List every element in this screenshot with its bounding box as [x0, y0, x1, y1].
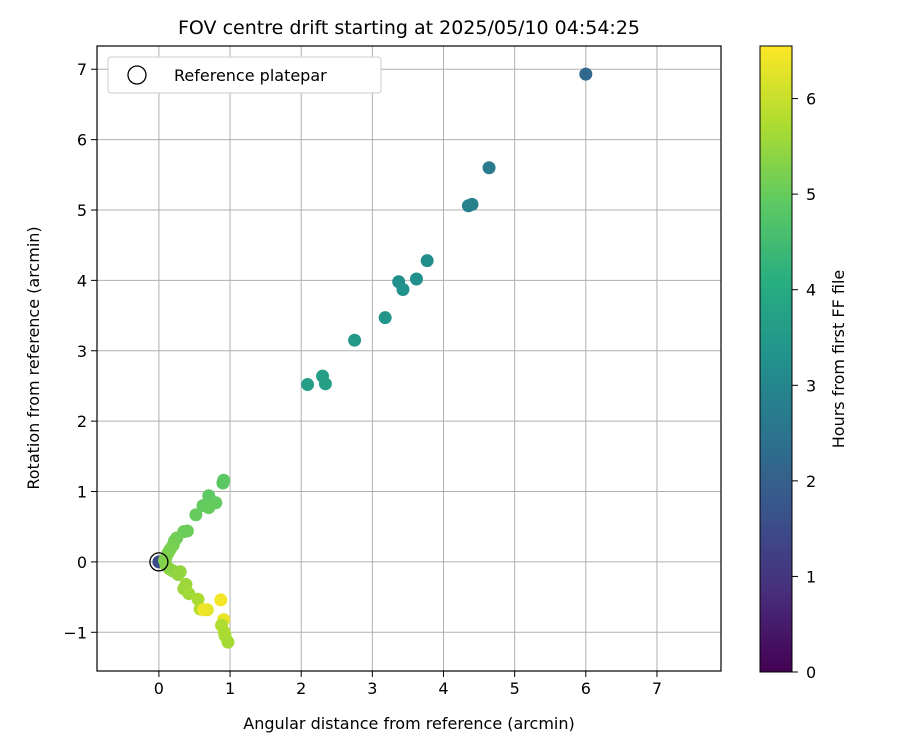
x-tick-label: 7 — [652, 679, 662, 698]
x-tick-label: 6 — [581, 679, 591, 698]
colorbar-tick-label: 1 — [806, 567, 816, 586]
data-point — [189, 508, 203, 522]
colorbar-tick-label: 4 — [806, 281, 816, 300]
y-axis-label: Rotation from reference (arcmin) — [24, 226, 43, 489]
x-tick-label: 4 — [438, 679, 448, 698]
data-points — [152, 67, 593, 649]
data-point — [396, 283, 410, 297]
data-point — [409, 272, 423, 286]
legend-entry: Reference platepar — [174, 66, 327, 85]
data-point — [202, 501, 216, 515]
data-point — [214, 593, 228, 607]
x-tick-label: 1 — [225, 679, 235, 698]
plot-frame — [96, 45, 722, 672]
x-tick-label: 0 — [154, 679, 164, 698]
data-point — [318, 377, 332, 391]
chart-title: FOV centre drift starting at 2025/05/10 … — [178, 17, 640, 39]
reference-platepar-marker — [149, 552, 169, 572]
data-point — [378, 311, 392, 325]
data-point — [420, 254, 434, 268]
colorbar-gradient — [759, 45, 793, 673]
colorbar-ticks: 0 1 2 3 4 5 6 — [792, 90, 816, 682]
reference-marker — [149, 552, 169, 572]
colorbar-tick-label: 3 — [806, 376, 816, 395]
data-point — [221, 635, 235, 649]
legend-marker — [127, 65, 147, 85]
y-tick-label: 4 — [77, 271, 87, 290]
data-point — [482, 161, 496, 175]
data-point — [348, 333, 362, 347]
data-point — [197, 603, 211, 617]
y-tick-label: 3 — [77, 342, 87, 361]
data-point — [191, 592, 205, 606]
colorbar-tick-label: 0 — [806, 663, 816, 682]
y-tick-label: 7 — [77, 60, 87, 79]
colorbar-tick-label: 2 — [806, 472, 816, 491]
x-tick-label: 3 — [367, 679, 377, 698]
x-tick-label: 2 — [296, 679, 306, 698]
x-axis-ticks: 0 1 2 3 4 5 6 7 — [154, 671, 662, 698]
x-axis-label: Angular distance from reference (arcmin) — [243, 714, 574, 733]
data-point — [173, 565, 187, 579]
data-point — [301, 378, 315, 392]
y-tick-label: 6 — [77, 131, 87, 150]
x-tick-label: 5 — [510, 679, 520, 698]
y-tick-label: 1 — [77, 483, 87, 502]
colorbar-tick-label: 5 — [806, 185, 816, 204]
legend-box — [107, 56, 382, 94]
data-point — [465, 197, 479, 211]
colorbar-tick-label: 6 — [806, 90, 816, 109]
y-tick-label: −1 — [63, 623, 87, 642]
y-axis-ticks: −1 0 1 2 3 4 5 6 7 — [63, 60, 97, 642]
legend: Reference platepar — [107, 56, 382, 94]
data-point — [579, 67, 593, 81]
y-tick-label: 2 — [77, 412, 87, 431]
colorbar-label: Hours from first FF file — [829, 270, 848, 449]
y-tick-label: 5 — [77, 201, 87, 220]
colorbar: 0 1 2 3 4 5 6 Hours from first FF file — [759, 45, 848, 682]
y-tick-label: 0 — [77, 553, 87, 572]
grid — [97, 46, 721, 671]
data-point — [216, 476, 230, 490]
